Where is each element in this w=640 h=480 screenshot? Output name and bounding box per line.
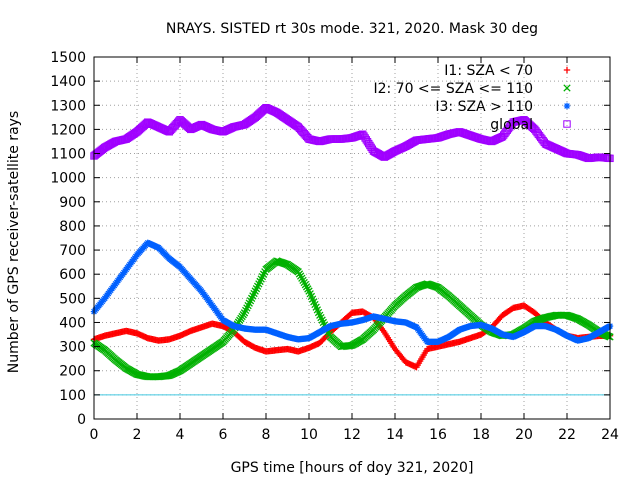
- y-axis-label: Number of GPS receiver-satellite rays: [6, 111, 22, 373]
- y-tick-label: 1400: [50, 74, 86, 90]
- legend-label-i3: I3: SZA > 110: [435, 99, 533, 115]
- x-tick-label: 12: [343, 427, 361, 443]
- legend-label-i2: I2: 70 <= SZA <= 110: [373, 81, 533, 97]
- y-tick-label: 500: [59, 291, 86, 307]
- x-tick-label: 20: [515, 427, 533, 443]
- x-tick-label: 16: [429, 427, 447, 443]
- x-tick-label: 0: [90, 427, 99, 443]
- chart-title: NRAYS. SISTED rt 30s mode. 321, 2020. Ma…: [166, 21, 538, 37]
- y-tick-labels: 0 100 200 300 400 500 600 700 800 900 1000 1100 1200…: [50, 50, 86, 428]
- y-tick-label: 300: [59, 340, 86, 356]
- legend-marker-3: [563, 120, 571, 128]
- y-tick-label: 100: [59, 388, 86, 404]
- legend-marker-0: [563, 66, 571, 74]
- legend: I1: SZA < 70 I2: 70 <= SZA <= 110 I3: SZ…: [373, 63, 571, 133]
- x-tick-label: 2: [133, 427, 142, 443]
- x-tick-label: 24: [601, 427, 619, 443]
- x-tick-label: 10: [300, 427, 318, 443]
- data-point: [294, 268, 302, 276]
- axis-ticks: [93, 56, 611, 420]
- y-tick-label: 1500: [50, 50, 86, 66]
- x-tick-labels: 0 2 4 6 8 10 12 14 16 18 20 22 24: [90, 427, 619, 443]
- legend-markers: [563, 66, 571, 128]
- x-tick-label: 8: [262, 427, 271, 443]
- data-point: [302, 283, 311, 291]
- y-tick-label: 1200: [50, 122, 86, 138]
- y-tick-label: 900: [59, 195, 86, 211]
- y-tick-label: 1000: [50, 171, 86, 187]
- y-tick-label: 800: [59, 219, 86, 235]
- x-tick-label: 4: [176, 427, 185, 443]
- y-tick-label: 400: [59, 315, 86, 331]
- data-point: [295, 270, 304, 278]
- legend-marker-1: [563, 84, 571, 92]
- data-point: [296, 272, 305, 280]
- y-tick-label: 0: [77, 412, 86, 428]
- data-point: [304, 285, 312, 293]
- series-3: [90, 103, 614, 163]
- x-tick-label: 14: [386, 427, 404, 443]
- series-2: [90, 239, 614, 345]
- y-tick-label: 1300: [50, 98, 86, 114]
- x-tick-label: 22: [558, 427, 576, 443]
- legend-label-i1: I1: SZA < 70: [444, 63, 533, 79]
- series-layer: [90, 103, 614, 381]
- y-tick-label: 200: [59, 364, 86, 380]
- y-tick-label: 1100: [50, 147, 86, 163]
- y-tick-label: 700: [59, 243, 86, 259]
- legend-marker-2: [563, 102, 571, 110]
- y-tick-label: 600: [59, 267, 86, 283]
- data-point: [299, 276, 307, 285]
- x-tick-label: 6: [219, 427, 228, 443]
- legend-label-global: global: [490, 117, 533, 133]
- data-point: [298, 274, 306, 282]
- data-point: [300, 278, 308, 287]
- x-axis-label: GPS time [hours of doy 321, 2020]: [231, 460, 474, 476]
- x-tick-label: 18: [472, 427, 490, 443]
- data-point: [301, 280, 310, 289]
